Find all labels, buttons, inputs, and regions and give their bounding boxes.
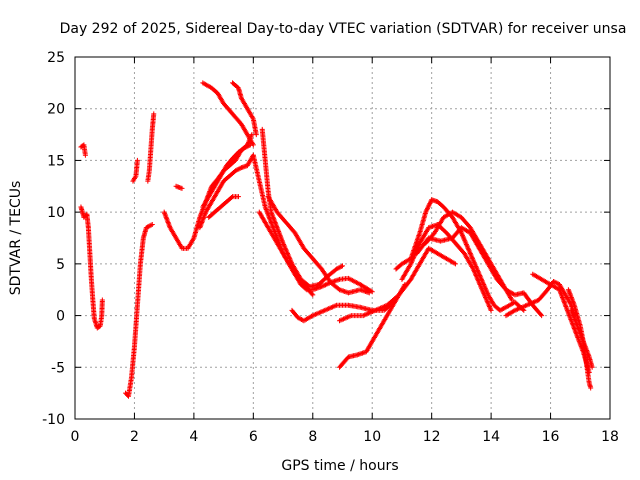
series-arc-5 bbox=[145, 111, 157, 184]
y-tick-label: -10 bbox=[42, 412, 65, 428]
data-point bbox=[151, 111, 157, 117]
y-tick-label: 10 bbox=[47, 205, 65, 221]
data-point bbox=[82, 152, 88, 158]
x-tick-label: 2 bbox=[130, 429, 139, 445]
y-tick-label: 20 bbox=[47, 102, 65, 118]
data-point bbox=[488, 307, 494, 313]
series-arc-16 bbox=[256, 209, 316, 298]
series-arc-14 bbox=[259, 126, 345, 290]
x-axis-label: GPS time / hours bbox=[281, 458, 398, 474]
y-tick-label: 25 bbox=[47, 50, 65, 66]
data-point bbox=[235, 194, 241, 200]
series-arc-11 bbox=[200, 80, 256, 148]
series-arc-23 bbox=[414, 225, 515, 303]
series-arc-4 bbox=[130, 157, 140, 184]
x-tick-label: 10 bbox=[363, 429, 381, 445]
series-arc-8 bbox=[197, 152, 256, 231]
series-arc-1 bbox=[78, 142, 88, 158]
x-tick-label: 0 bbox=[71, 429, 80, 445]
y-tick-label: 0 bbox=[56, 309, 65, 325]
y-tick-labels: -10 -5 0 5 10 15 20 25 bbox=[42, 50, 65, 428]
x-tick-label: 12 bbox=[423, 429, 441, 445]
series-arc-12 bbox=[230, 80, 259, 138]
series-arc-9 bbox=[200, 142, 253, 210]
data-point bbox=[539, 313, 545, 319]
data-point bbox=[589, 364, 595, 370]
data-point bbox=[309, 291, 315, 297]
data-point bbox=[452, 261, 458, 267]
series-arc-15 bbox=[265, 194, 372, 296]
x-tick-label: 14 bbox=[482, 429, 500, 445]
data-point bbox=[250, 142, 256, 148]
plot-frame bbox=[74, 56, 611, 420]
series-arc-3 bbox=[123, 222, 155, 399]
series-arc-27 bbox=[568, 307, 595, 370]
data-point bbox=[366, 290, 372, 296]
data-point bbox=[538, 312, 544, 318]
x-tick-label: 4 bbox=[189, 429, 198, 445]
data-point bbox=[99, 297, 105, 303]
data-point bbox=[249, 132, 255, 138]
data-point bbox=[310, 292, 316, 298]
y-tick-label: 15 bbox=[47, 153, 65, 169]
x-tick-label: 18 bbox=[601, 429, 619, 445]
x-tick-label: 16 bbox=[542, 429, 560, 445]
data-point bbox=[340, 263, 345, 269]
data-point bbox=[369, 289, 375, 295]
x-tick-label: 8 bbox=[308, 429, 317, 445]
series-arc-2 bbox=[78, 204, 105, 331]
data-point bbox=[229, 194, 235, 200]
series-arc-19 bbox=[337, 245, 458, 324]
data-series bbox=[78, 80, 595, 399]
data-point bbox=[588, 385, 594, 391]
data-point bbox=[509, 297, 515, 303]
y-tick-label: -5 bbox=[51, 360, 65, 376]
series-arc-21 bbox=[399, 222, 494, 313]
x-tick-labels: 0 2 4 6 8 10 12 14 16 18 bbox=[71, 429, 619, 445]
data-point bbox=[253, 132, 259, 138]
data-point bbox=[149, 222, 155, 228]
series-arc-6 bbox=[173, 183, 185, 191]
chart-title: Day 292 of 2025, Sidereal Day-to-day VTE… bbox=[60, 21, 627, 37]
series-arc-10 bbox=[206, 194, 241, 220]
series-arc-25 bbox=[530, 271, 592, 375]
data-point bbox=[134, 157, 140, 163]
x-tick-label: 6 bbox=[249, 429, 258, 445]
y-tick-label: 5 bbox=[56, 257, 65, 273]
data-point bbox=[179, 185, 185, 191]
y-axis-label: SDTVAR / TECUs bbox=[8, 181, 24, 296]
